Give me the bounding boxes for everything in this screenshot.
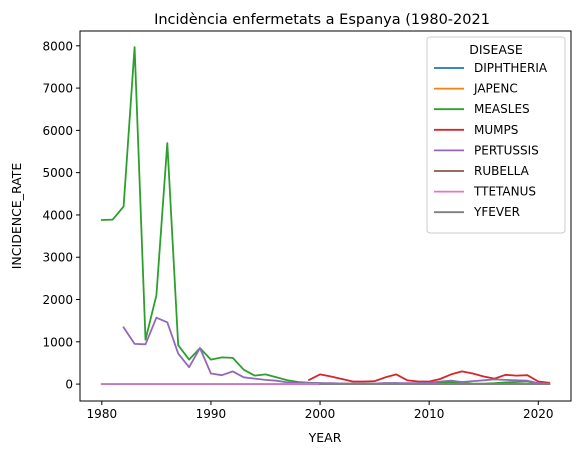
y-axis-label: INCIDENCE_RATE xyxy=(9,163,24,270)
x-tick-label: 1980 xyxy=(87,407,118,421)
y-tick-label: 4000 xyxy=(42,208,73,222)
legend-label: RUBELLA xyxy=(474,164,530,178)
y-tick-label: 7000 xyxy=(42,82,73,96)
x-tick-label: 2020 xyxy=(523,407,554,421)
x-tick-label: 2000 xyxy=(305,407,336,421)
series-line-mumps xyxy=(309,371,549,382)
legend-label: MEASLES xyxy=(474,102,530,116)
x-axis-label: YEAR xyxy=(308,430,342,445)
y-tick-label: 1000 xyxy=(42,335,73,349)
legend-label: MUMPS xyxy=(474,123,518,137)
x-tick-label: 1990 xyxy=(196,407,227,421)
legend-label: DIPHTHERIA xyxy=(474,61,548,75)
y-axis-ticks: 0 1000 2000 3000 4000 5000 6000 7000 8000 xyxy=(42,39,80,391)
x-axis-ticks: 1980 1990 2000 2010 2020 xyxy=(87,401,554,421)
legend-label: PERTUSSIS xyxy=(474,143,539,157)
legend-label: JAPENC xyxy=(473,82,518,96)
legend: DISEASE DIPHTHERIA JAPENC MEASLES MUMPS PERT… xyxy=(427,37,565,233)
y-tick-label: 2000 xyxy=(42,293,73,307)
legend-title: DISEASE xyxy=(469,42,523,57)
y-tick-label: 3000 xyxy=(42,251,73,265)
y-tick-label: 5000 xyxy=(42,166,73,180)
legend-label: YFEVER xyxy=(473,205,520,219)
y-tick-label: 0 xyxy=(65,378,73,392)
legend-label: TTETANUS xyxy=(473,185,536,199)
series-line-pertussis xyxy=(124,318,550,384)
x-tick-label: 2010 xyxy=(414,407,445,421)
y-tick-label: 6000 xyxy=(42,124,73,138)
chart-title: Incidència enfermetats a Espanya (1980-2… xyxy=(154,12,490,28)
y-tick-label: 8000 xyxy=(42,39,73,53)
